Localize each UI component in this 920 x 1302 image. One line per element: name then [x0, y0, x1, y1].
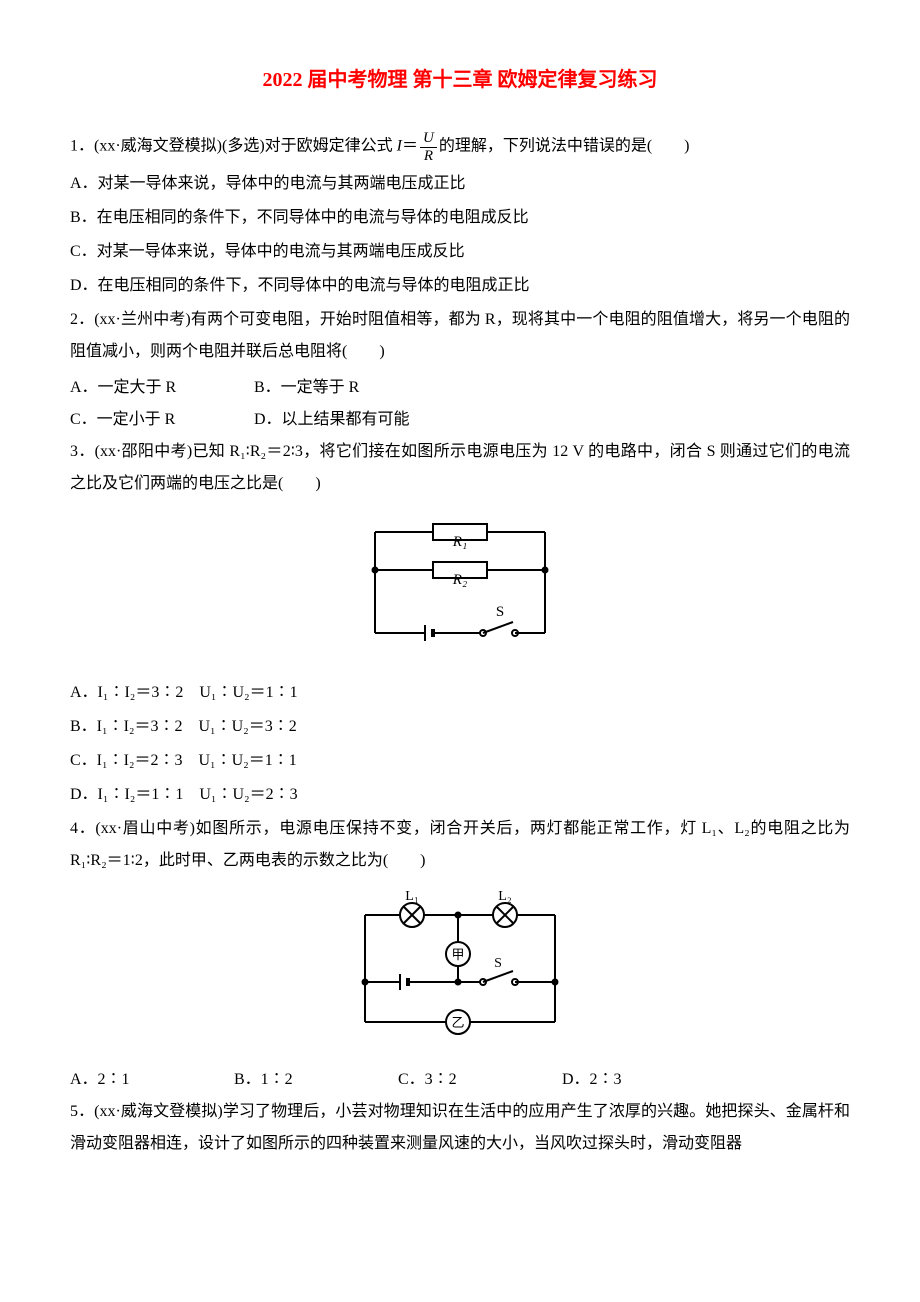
q4-figure: L₁ L₂ 甲 乙 S — [70, 887, 850, 1054]
q4-D: D．2∶3 — [562, 1064, 622, 1096]
q2-stem: 2．(xx·兰州中考)有两个可变电阻，开始时阻值相等，都为 R，现将其中一个电阻… — [70, 304, 850, 368]
q4-S: S — [494, 956, 502, 971]
q4-L2: L₂ — [498, 889, 512, 904]
q4-B: B．1∶2 — [234, 1064, 394, 1096]
q1-stem-a: 1．(xx·威海文登模拟)(多选)对于欧姆定律公式 — [70, 138, 397, 155]
q4-stem: 4．(xx·眉山中考)如图所示，电源电压保持不变，闭合开关后，两灯都能正常工作，… — [70, 813, 850, 877]
q3-stem: 3．(xx·邵阳中考)已知 R₁∶R₂＝2∶3，将它们接在如图所示电源电压为 1… — [70, 436, 850, 500]
q4-A: A．2∶1 — [70, 1064, 230, 1096]
q2-row2: C．一定小于 R D．以上结果都有可能 — [70, 404, 850, 436]
q2-A: A．一定大于 R — [70, 372, 250, 404]
q1-B: B．在电压相同的条件下，不同导体中的电流与导体的电阻成反比 — [70, 202, 850, 234]
q4-opts: A．2∶1 B．1∶2 C．3∶2 D．2∶3 — [70, 1064, 850, 1096]
q1-stem-b: 的理解，下列说法中错误的是( ) — [439, 138, 690, 155]
q3-figure: R₁ R₂ S — [70, 510, 850, 667]
q1-stem: 1．(xx·威海文登模拟)(多选)对于欧姆定律公式 I＝UR的理解，下列说法中错… — [70, 130, 850, 164]
q4-C: C．3∶2 — [398, 1064, 558, 1096]
q1-eq: ＝ — [402, 138, 418, 155]
q3-B: B．I₁∶I₂＝3∶2 U₁∶U₂＝3∶2 — [70, 711, 850, 743]
q4-yi: 乙 — [451, 1015, 464, 1030]
q3-R1-label: R₁ — [452, 534, 467, 550]
q1-frac: UR — [420, 130, 437, 164]
q3-A: A．I₁∶I₂＝3∶2 U₁∶U₂＝1∶1 — [70, 677, 850, 709]
q3-D: D．I₁∶I₂＝1∶1 U₁∶U₂＝2∶3 — [70, 779, 850, 811]
page-title: 2022 届中考物理 第十三章 欧姆定律复习练习 — [70, 60, 850, 100]
q2-row1: A．一定大于 R B．一定等于 R — [70, 372, 850, 404]
q2-C: C．一定小于 R — [70, 404, 250, 436]
q4-L1: L₁ — [405, 889, 418, 904]
q3-C: C．I₁∶I₂＝2∶3 U₁∶U₂＝1∶1 — [70, 745, 850, 777]
q1-C: C．对某一导体来说，导体中的电流与其两端电压成反比 — [70, 236, 850, 268]
q2-B: B．一定等于 R — [254, 372, 359, 404]
q3-R2-label: R₂ — [452, 572, 467, 588]
q1-A: A．对某一导体来说，导体中的电流与其两端电压成正比 — [70, 168, 850, 200]
q2-D: D．以上结果都有可能 — [254, 404, 410, 436]
q4-jia: 甲 — [451, 947, 464, 962]
q1-D: D．在电压相同的条件下，不同导体中的电流与导体的电阻成正比 — [70, 270, 850, 302]
q5-stem: 5．(xx·威海文登模拟)学习了物理后，小芸对物理知识在生活中的应用产生了浓厚的… — [70, 1096, 850, 1160]
q1-den: R — [420, 148, 437, 165]
q3-S-label: S — [496, 604, 504, 620]
q1-num: U — [420, 130, 437, 148]
